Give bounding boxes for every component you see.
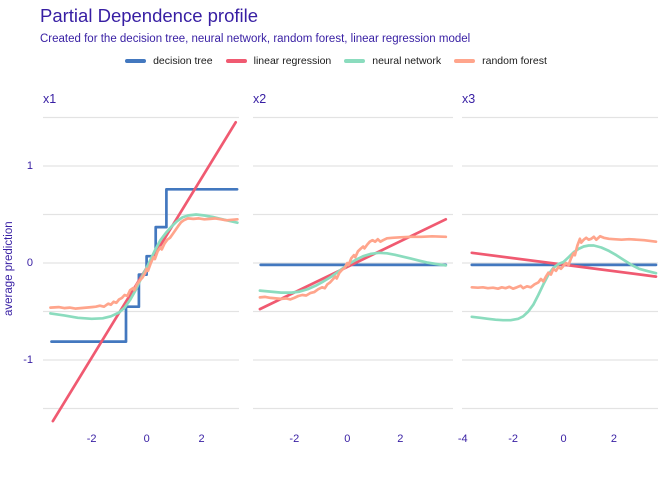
legend-item-linear-regression: linear regression	[225, 55, 332, 67]
legend: decision tree linear regression neural net…	[0, 55, 672, 67]
legend-label: random forest	[482, 55, 547, 67]
series-linear-regression	[258, 217, 448, 311]
x-tick-label: 0	[560, 433, 567, 445]
panel-plot-x3	[462, 116, 658, 410]
series-random-forest	[49, 217, 239, 310]
x-tick-label: 2	[610, 433, 617, 445]
x-tick-label: -4	[457, 433, 468, 445]
chart-area: average prediction 1 0 -1 x1 -2 0 2 x2 -2 0 2 x3 -4-…	[0, 86, 672, 480]
series-neural-network	[258, 251, 448, 294]
x-tick-label: -2	[86, 433, 97, 445]
legend-item-neural-network: neural network	[344, 55, 441, 67]
panel-title-x1: x1	[43, 92, 57, 106]
panel-title-x3: x3	[462, 92, 476, 106]
facet-panel-x2: x2 -2 0 2	[253, 86, 453, 480]
series-random-forest	[258, 234, 448, 301]
panel-plot-x1	[43, 116, 239, 423]
panel-plot-x2	[253, 116, 453, 410]
x-tick-label: -2	[508, 433, 519, 445]
series-neural-network	[49, 213, 239, 321]
series-neural-network	[470, 244, 658, 322]
panel-title-x2: x2	[253, 92, 267, 106]
legend-swatch-random-forest	[454, 59, 476, 63]
x-tick-label: 0	[143, 433, 150, 445]
x-tick-label: -2	[289, 433, 300, 445]
x-tick-label: 2	[198, 433, 205, 445]
facet-panel-x3: x3 -4 -2 0 2	[458, 86, 658, 480]
y-tick-label: -1	[23, 354, 33, 366]
legend-swatch-linear-regression	[225, 59, 247, 63]
legend-item-decision-tree: decision tree	[125, 55, 213, 67]
x-tick-label: 0	[344, 433, 351, 445]
legend-label: decision tree	[153, 55, 213, 67]
page-subtitle: Created for the decision tree, neural ne…	[40, 33, 471, 45]
legend-item-random-forest: random forest	[454, 55, 547, 67]
legend-label: neural network	[372, 55, 442, 67]
x-tick-label: 2	[397, 433, 404, 445]
y-tick-label: 0	[26, 257, 33, 269]
legend-swatch-decision-tree	[125, 59, 147, 63]
page-title: Partial Dependence profile	[40, 5, 259, 26]
legend-swatch-neural-network	[344, 59, 366, 63]
facet-panel-x1: x1 -2 0 2	[43, 86, 239, 480]
y-tick-label: 1	[26, 160, 33, 172]
legend-label: linear regression	[253, 55, 332, 67]
series-random-forest	[470, 234, 658, 291]
